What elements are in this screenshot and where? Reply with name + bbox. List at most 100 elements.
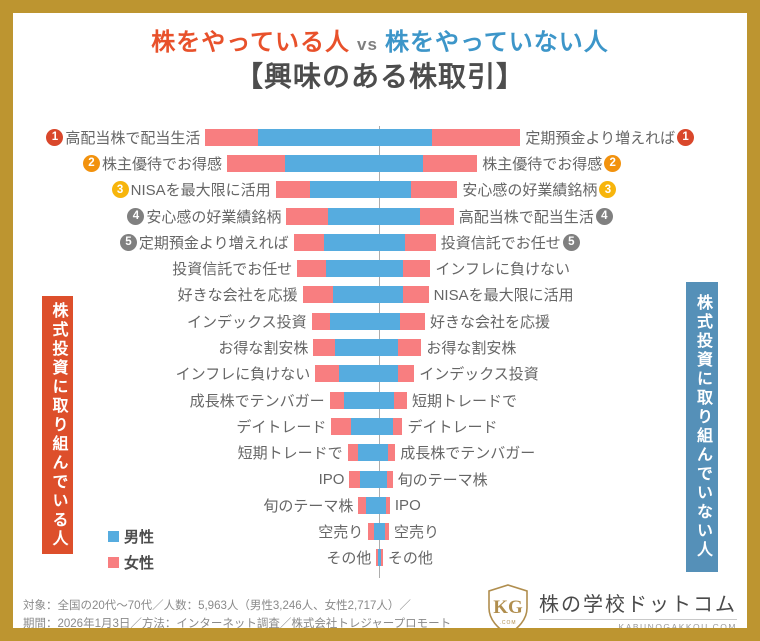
male-bar-segment <box>380 181 411 199</box>
title-line2: 【興味のある株取引】 <box>234 61 525 92</box>
female-bar-segment <box>381 549 383 567</box>
right-bar-8: 好きな会社を応援 <box>380 312 747 331</box>
category-label-text: 成長株でテンバガー <box>189 392 325 410</box>
male-bar-segment <box>380 549 382 567</box>
category-label-text: 安心感の好業績銘柄 <box>462 182 598 200</box>
category-label: 旬のテーマ株 <box>263 495 353 516</box>
right-bar-2: 株主優待でお得感 2 <box>380 154 747 173</box>
female-bar-segment <box>347 444 359 462</box>
category-label-text: 空売り <box>393 524 439 542</box>
right-bar-7: NISAを最大限に活用 <box>380 284 747 305</box>
male-bar-segment <box>326 260 380 278</box>
female-bar-segment <box>302 286 334 304</box>
category-label-text: お得な割安株 <box>426 340 517 358</box>
left-bar-4: 4 安心感の好業績銘柄 <box>13 206 380 227</box>
left-bar-9: お得な割安株 <box>13 337 380 358</box>
logo-text-block: 株の学校ドットコム KABUNOGAKKOU.COM <box>539 588 737 628</box>
svg-text:.COM: .COM <box>499 620 516 626</box>
butterfly-bar-chart: 1 高配当株で配当生活 定期預金より増えれば 1 2 株主優待でお得感 株主優待でお得感 2 3… <box>13 124 747 578</box>
category-label: 空売り <box>394 521 439 542</box>
right-bar-5: 投資信託でお任せ 5 <box>380 233 747 252</box>
category-label-text: 定期預金より増えれば <box>138 234 289 252</box>
male-bar-segment <box>380 233 406 251</box>
footnote-line2: 期間：2026年1月3日／方法：インターネット調査／株式会社トレジャープロモート <box>23 617 452 630</box>
chart-row: 2 株主優待でお得感 株主優待でお得感 2 <box>13 150 747 176</box>
female-bar-segment <box>405 233 436 251</box>
male-bar-segment <box>309 181 380 199</box>
male-bar-segment <box>329 312 380 330</box>
category-label-text: 安心感の好業績銘柄 <box>146 208 282 226</box>
category-label: 空売り <box>318 521 363 542</box>
category-label-text: デイトレード <box>407 418 498 436</box>
rank-badge: 5 <box>562 233 580 251</box>
chart-row: インデックス投資 好きな会社を応援 <box>13 308 747 334</box>
chart-row: 1 高配当株で配当生活 定期預金より増えれば 1 <box>13 124 747 150</box>
female-bar-segment <box>419 207 454 225</box>
male-bar-segment <box>333 286 380 304</box>
category-label-text: 高配当株で配当生活 <box>458 208 594 226</box>
female-bar-segment <box>392 417 403 435</box>
category-label-text: 旬のテーマ株 <box>263 497 354 515</box>
left-bar-6: 投資信託でお任せ <box>13 260 380 278</box>
female-bar-segment <box>385 523 389 541</box>
category-label: NISAを最大限に活用 <box>434 284 574 305</box>
category-label: その他 <box>326 547 371 568</box>
chart-row: その他 その他 <box>13 545 747 571</box>
right-bar-3: 安心感の好業績銘柄 3 <box>380 181 747 200</box>
male-bar-segment <box>380 154 424 172</box>
chart-row: お得な割安株 お得な割安株 <box>13 334 747 360</box>
right-bar-13: 成長株でテンバガー <box>380 442 747 463</box>
svg-text:KG: KG <box>493 597 523 618</box>
category-label: 定期預金より増えれば 1 <box>525 127 695 148</box>
rank-badge: 3 <box>111 181 129 199</box>
male-bar-segment <box>344 391 380 409</box>
rank-badge: 4 <box>127 207 145 225</box>
male-bar-segment <box>380 496 387 514</box>
chart-row: 投資信託でお任せ インフレに負けない <box>13 255 747 281</box>
rank-badge: 4 <box>595 207 613 225</box>
category-label-text: 株主優待でお得感 <box>482 155 603 173</box>
chart-rows: 1 高配当株で配当生活 定期預金より増えれば 1 2 株主優待でお得感 株主優待でお得感 2 3… <box>13 124 747 571</box>
male-bar-segment <box>327 207 380 225</box>
left-bar-7: 好きな会社を応援 <box>13 284 380 305</box>
category-label-text: デイトレード <box>236 418 327 436</box>
male-bar-segment <box>380 207 420 225</box>
male-bar-segment <box>373 523 380 541</box>
chart-row: 成長株でテンバガー 短期トレードで <box>13 387 747 413</box>
male-bar-segment <box>358 444 380 462</box>
title-group-right: 株をやっていない人 <box>384 29 609 56</box>
category-label: 成長株でテンバガー <box>400 442 535 463</box>
category-label: その他 <box>388 547 433 568</box>
female-bar-segment <box>403 286 429 304</box>
category-label: 5 定期預金より増えれば <box>119 232 289 253</box>
category-label-text: インフレに負けない <box>435 261 570 279</box>
male-bar-segment <box>324 233 380 251</box>
rank-badge: 1 <box>677 128 695 146</box>
kg-shield-icon: KG .COM <box>488 584 528 628</box>
category-label-text: 株主優待でお得感 <box>102 155 223 173</box>
female-bar-segment <box>297 260 326 278</box>
female-bar-segment <box>388 444 396 462</box>
category-label: 4 安心感の好業績銘柄 <box>127 206 281 227</box>
category-label-text: インフレに負けない <box>175 366 311 384</box>
female-bar-segment <box>286 207 328 225</box>
legend: 男性 女性 <box>108 526 154 573</box>
chart-row: 5 定期預金より増えれば 投資信託でお任せ 5 <box>13 229 747 255</box>
category-label: インデックス投資 <box>187 311 307 332</box>
category-label: インデックス投資 <box>419 363 539 384</box>
category-label: 好きな会社を応援 <box>178 284 298 305</box>
left-bar-11: 成長株でテンバガー <box>13 391 380 410</box>
chart-row: 好きな会社を応援 NISAを最大限に活用 <box>13 282 747 308</box>
left-bar-5: 5 定期預金より増えれば <box>13 232 380 253</box>
category-label: お得な割安株 <box>218 337 308 358</box>
female-bar-segment <box>275 181 310 199</box>
male-bar-segment <box>380 391 395 409</box>
chart-row: 旬のテーマ株 IPO <box>13 492 747 518</box>
left-bar-12: デイトレード <box>13 417 380 436</box>
right-bar-12: デイトレード <box>380 417 747 436</box>
left-bar-14: IPO <box>13 470 380 488</box>
title-group-left: 株をやっている人 <box>151 29 351 56</box>
left-bar-2: 2 株主優待でお得感 <box>13 154 380 173</box>
category-label: 短期トレードで <box>238 442 343 463</box>
